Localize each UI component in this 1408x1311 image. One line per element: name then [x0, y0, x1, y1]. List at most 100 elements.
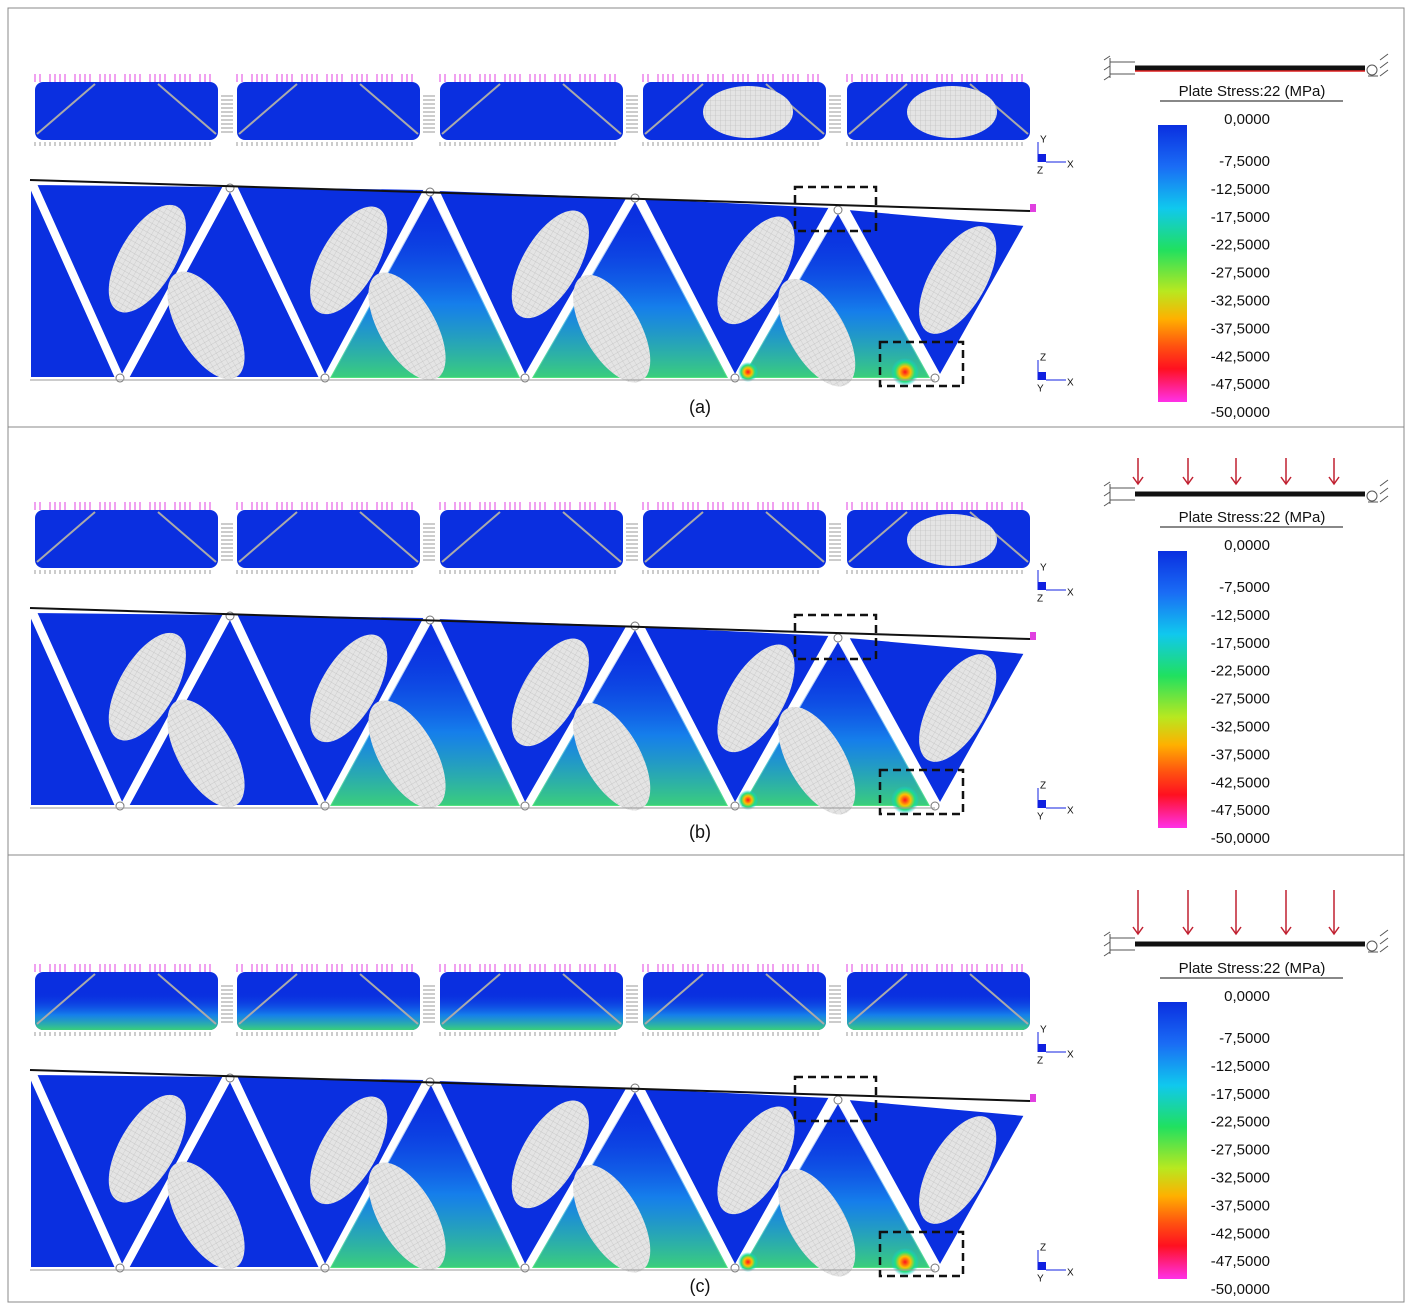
colorbar — [1158, 125, 1187, 402]
joint — [521, 1264, 529, 1272]
axis-origin — [1038, 1262, 1046, 1270]
joint — [116, 374, 124, 382]
plan-blob — [907, 86, 997, 138]
support-pin — [1367, 941, 1377, 951]
support — [1104, 482, 1135, 506]
axis-label: Y — [1037, 812, 1044, 823]
plan-stress — [440, 992, 623, 1030]
colorbar-label: -22,5000 — [1211, 237, 1270, 254]
legend-title: Plate Stress:22 (MPa) — [1179, 960, 1326, 977]
joint — [731, 1264, 739, 1272]
joint — [321, 374, 329, 382]
joint — [521, 374, 529, 382]
colorbar-label: -42,5000 — [1211, 348, 1270, 365]
hot-spot — [891, 786, 919, 814]
joint — [834, 1096, 842, 1104]
joint — [931, 374, 939, 382]
colorbar — [1158, 551, 1187, 828]
colorbar-label: 0,0000 — [1224, 988, 1270, 1005]
plan-stress — [35, 992, 218, 1030]
axis-label: Z — [1037, 1056, 1043, 1067]
plan-stress — [847, 992, 1030, 1030]
colorbar-label: -37,5000 — [1211, 320, 1270, 337]
support-pin — [1367, 491, 1377, 501]
support — [1104, 932, 1135, 956]
colorbar-label: -17,5000 — [1211, 635, 1270, 652]
colorbar-label: -32,5000 — [1211, 718, 1270, 735]
joint — [834, 634, 842, 642]
axis-origin — [1038, 372, 1046, 380]
colorbar — [1158, 1002, 1187, 1279]
joint — [521, 802, 529, 810]
joint — [321, 1264, 329, 1272]
axis-label: Z — [1040, 1243, 1046, 1254]
axis-label: Y — [1037, 384, 1044, 395]
axis-label: X — [1067, 160, 1074, 171]
marker — [1030, 1094, 1036, 1102]
colorbar-label: -37,5000 — [1211, 1197, 1270, 1214]
colorbar-label: 0,0000 — [1224, 111, 1270, 128]
axis-label: Z — [1040, 781, 1046, 792]
colorbar-label: -12,5000 — [1211, 181, 1270, 198]
figure: Y Z X Z Y X (a) Plate Stress:22 (MPa) 0,0000 -7,5… — [0, 0, 1408, 1306]
colorbar-label: -17,5000 — [1211, 209, 1270, 226]
axis-label: X — [1067, 1050, 1074, 1061]
page: Y Z X Z Y X (a) Plate Stress:22 (MPa) 0,0000 -7,5… — [0, 0, 1408, 1311]
colorbar-label: -50,0000 — [1211, 1281, 1270, 1298]
joint — [116, 1264, 124, 1272]
joint — [931, 802, 939, 810]
hot-spot — [738, 362, 758, 382]
axis-origin — [1038, 582, 1046, 590]
colorbar-label: -27,5000 — [1211, 265, 1270, 282]
colorbar-label: -37,5000 — [1211, 746, 1270, 763]
axis-origin — [1038, 1044, 1046, 1052]
colorbar-label: -32,5000 — [1211, 292, 1270, 309]
plan-blob — [703, 86, 793, 138]
support-pin — [1367, 65, 1377, 75]
axis-label: Z — [1037, 594, 1043, 605]
colorbar-label: -42,5000 — [1211, 1225, 1270, 1242]
colorbar-label: -17,5000 — [1211, 1086, 1270, 1103]
colorbar-label: -22,5000 — [1211, 1114, 1270, 1131]
axis-origin — [1038, 800, 1046, 808]
marker — [1030, 204, 1036, 212]
joint — [321, 802, 329, 810]
joint — [834, 206, 842, 214]
plan-stress — [643, 992, 826, 1030]
legend-title: Plate Stress:22 (MPa) — [1179, 83, 1326, 100]
axis-label: X — [1067, 1268, 1074, 1279]
plan-stress — [237, 992, 420, 1030]
panel-label: (b) — [689, 822, 711, 842]
joint — [731, 374, 739, 382]
colorbar-label: -7,5000 — [1219, 1030, 1270, 1047]
colorbar-label: -47,5000 — [1211, 376, 1270, 393]
colorbar-label: -7,5000 — [1219, 153, 1270, 170]
hot-spot — [891, 1248, 919, 1276]
colorbar-label: -12,5000 — [1211, 1058, 1270, 1075]
panel-label: (a) — [689, 397, 711, 417]
hot-spot — [738, 790, 758, 810]
colorbar-label: -12,5000 — [1211, 607, 1270, 624]
joint — [731, 802, 739, 810]
axis-label: Y — [1040, 135, 1047, 146]
axis-label: X — [1067, 588, 1074, 599]
joint — [116, 802, 124, 810]
axis-label: X — [1067, 806, 1074, 817]
colorbar-label: -27,5000 — [1211, 691, 1270, 708]
colorbar-label: 0,0000 — [1224, 537, 1270, 554]
hot-spot — [891, 358, 919, 386]
axis-label: Y — [1040, 1025, 1047, 1036]
panel: YZXZYX(a)Plate Stress:22 (MPa)0,0000-7,5… — [30, 54, 1388, 421]
colorbar-label: -7,5000 — [1219, 579, 1270, 596]
colorbar-label: -47,5000 — [1211, 802, 1270, 819]
joint — [931, 1264, 939, 1272]
colorbar-label: -50,0000 — [1211, 404, 1270, 421]
colorbar-label: -47,5000 — [1211, 1253, 1270, 1270]
hot-spot — [738, 1252, 758, 1272]
legend-title: Plate Stress:22 (MPa) — [1179, 509, 1326, 526]
axis-label: Z — [1040, 353, 1046, 364]
colorbar-label: -27,5000 — [1211, 1142, 1270, 1159]
axis-label: Z — [1037, 166, 1043, 177]
colorbar-label: -22,5000 — [1211, 663, 1270, 680]
